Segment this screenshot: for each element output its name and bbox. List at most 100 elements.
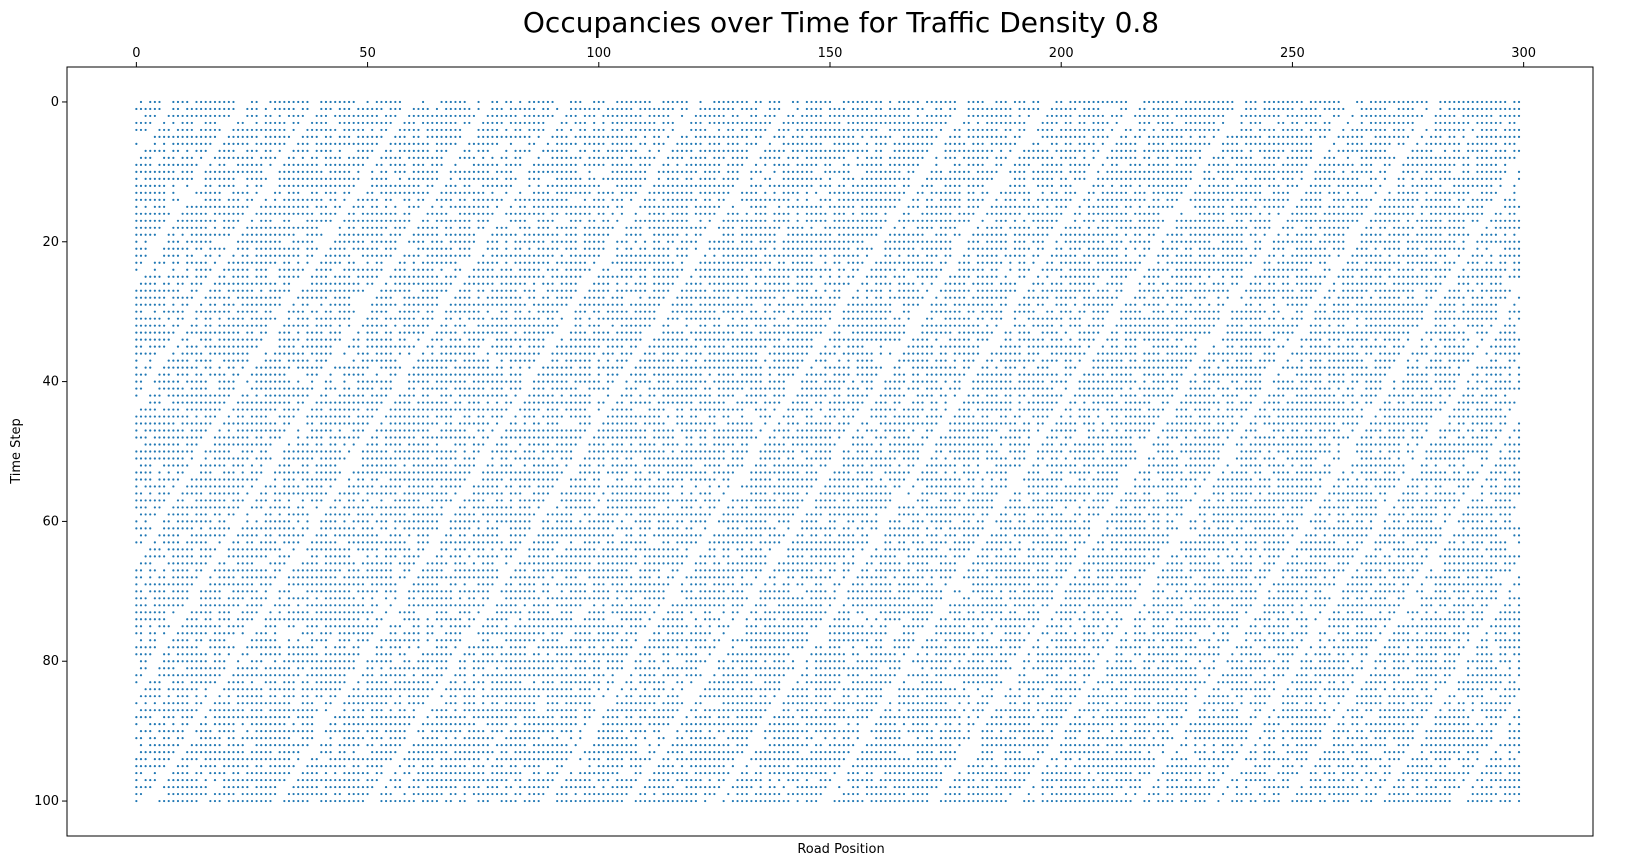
occupancy-point	[1332, 170, 1336, 173]
occupancy-point	[440, 163, 443, 166]
occupancy-point	[306, 170, 309, 173]
occupancy-point	[995, 107, 998, 111]
occupancy-point	[787, 184, 790, 187]
occupancy-point	[218, 177, 221, 180]
occupancy-point	[1157, 226, 1160, 229]
occupancy-point	[958, 184, 961, 187]
occupancy-point	[944, 219, 947, 222]
occupancy-point	[1277, 191, 1280, 194]
occupancy-point	[246, 135, 249, 139]
occupancy-point	[338, 107, 341, 111]
occupancy-point	[838, 212, 841, 215]
occupancy-point	[1263, 170, 1266, 173]
occupancy-point	[458, 177, 462, 180]
occupancy-point	[727, 107, 730, 111]
occupancy-point	[643, 100, 647, 104]
occupancy-point	[172, 170, 175, 173]
occupancy-point	[347, 156, 351, 159]
occupancy-point	[944, 240, 947, 243]
occupancy-point	[149, 191, 152, 194]
occupancy-point	[717, 163, 721, 166]
occupancy-point	[167, 254, 170, 257]
occupancy-point	[717, 142, 721, 145]
occupancy-point	[301, 163, 304, 166]
occupancy-point	[1212, 219, 1215, 222]
occupancy-point	[870, 205, 873, 208]
occupancy-point	[546, 191, 550, 194]
occupancy-point	[149, 177, 152, 180]
occupancy-point	[1120, 212, 1123, 215]
occupancy-point	[662, 142, 665, 145]
occupancy-point	[852, 226, 855, 229]
occupancy-point	[1337, 219, 1340, 222]
occupancy-point	[1379, 142, 1382, 145]
occupancy-point	[1152, 163, 1155, 166]
occupancy-point	[1217, 205, 1220, 208]
occupancy-point	[1203, 177, 1206, 180]
occupancy-point	[699, 121, 702, 125]
occupancy-point	[537, 135, 540, 139]
occupancy-point	[445, 212, 448, 215]
occupancy-point	[958, 191, 961, 194]
occupancy-point	[852, 149, 855, 152]
occupancy-point	[1379, 212, 1382, 215]
occupancy-point	[1416, 198, 1419, 201]
occupancy-point	[796, 107, 799, 111]
occupancy-point	[287, 135, 291, 139]
occupancy-point	[163, 170, 166, 173]
occupancy-point	[310, 212, 314, 215]
occupancy-point	[856, 163, 859, 166]
occupancy-point	[593, 163, 596, 166]
occupancy-point	[334, 114, 337, 118]
occupancy-point	[976, 156, 980, 159]
occupancy-point	[537, 212, 540, 215]
occupancy-point	[1346, 191, 1350, 194]
occupancy-point	[824, 184, 827, 187]
occupancy-point	[926, 240, 929, 243]
occupancy-point	[717, 121, 721, 125]
occupancy-point	[431, 128, 434, 132]
occupancy-point	[967, 135, 970, 139]
occupancy-point	[532, 100, 536, 104]
occupancy-point	[995, 212, 998, 215]
occupancy-point	[671, 177, 674, 180]
occupancy-point	[347, 177, 351, 180]
occupancy-point	[463, 184, 466, 187]
occupancy-point	[939, 212, 943, 215]
occupancy-point	[1018, 100, 1021, 104]
occupancy-point	[606, 219, 610, 222]
occupancy-point	[1309, 114, 1313, 118]
occupancy-point	[1517, 100, 1521, 104]
occupancy-point	[158, 135, 161, 139]
occupancy-point	[583, 121, 587, 125]
occupancy-point	[796, 240, 799, 243]
occupancy-point	[1036, 149, 1040, 152]
occupancy-point	[921, 247, 924, 250]
occupancy-point	[509, 177, 513, 180]
occupancy-point	[1480, 135, 1484, 139]
occupancy-point	[306, 247, 309, 250]
occupancy-point	[297, 191, 300, 194]
occupancy-point	[1282, 191, 1285, 194]
occupancy-point	[657, 212, 661, 215]
occupancy-point	[491, 163, 494, 166]
occupancy-point	[926, 198, 929, 201]
occupancy-point	[375, 219, 378, 222]
occupancy-point	[606, 233, 610, 236]
occupancy-point	[149, 198, 152, 201]
occupancy-point	[361, 114, 365, 118]
occupancy-point	[200, 107, 203, 111]
occupancy-point	[893, 170, 896, 173]
occupancy-point	[630, 156, 633, 159]
occupancy-point	[435, 135, 439, 139]
occupancy-point	[1457, 121, 1460, 125]
occupancy-point	[1485, 100, 1488, 104]
occupancy-point	[1439, 177, 1442, 180]
occupancy-point	[1138, 212, 1141, 215]
occupancy-point	[773, 156, 776, 159]
occupancy-point	[574, 233, 577, 236]
occupancy-point	[1383, 156, 1387, 159]
occupancy-point	[1009, 184, 1012, 187]
occupancy-point	[1023, 121, 1026, 125]
occupancy-point	[856, 198, 859, 201]
